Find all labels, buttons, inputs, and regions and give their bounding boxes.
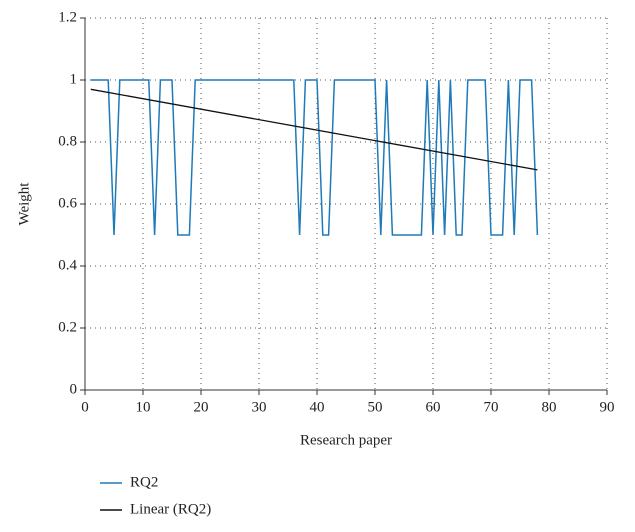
legend-label: RQ2 <box>130 474 158 490</box>
x-tick-label: 20 <box>194 399 209 415</box>
legend-label: Linear (RQ2) <box>130 501 211 517</box>
series-line <box>90 88 538 171</box>
x-axis-label: Research paper <box>300 432 392 448</box>
x-tick-label: 40 <box>310 399 325 415</box>
x-tick-label: 0 <box>81 399 89 415</box>
x-tick-label: 70 <box>484 399 499 415</box>
series-line <box>90 79 539 236</box>
y-tick-label: 0.4 <box>58 257 77 273</box>
y-tick-label: 0.8 <box>58 133 77 149</box>
x-tick-label: 60 <box>426 399 441 415</box>
x-tick-label: 80 <box>542 399 557 415</box>
y-tick-label: 0.6 <box>58 195 77 211</box>
y-axis-label: Weight <box>16 182 32 226</box>
x-tick-label: 50 <box>368 399 383 415</box>
y-tick-label: 0.2 <box>58 319 77 335</box>
y-tick-label: 1.2 <box>58 9 77 25</box>
x-tick-label: 90 <box>600 399 615 415</box>
y-tick-label: 1 <box>70 71 78 87</box>
y-tick-label: 0 <box>70 381 78 397</box>
x-tick-label: 10 <box>136 399 151 415</box>
x-tick-label: 30 <box>252 399 267 415</box>
